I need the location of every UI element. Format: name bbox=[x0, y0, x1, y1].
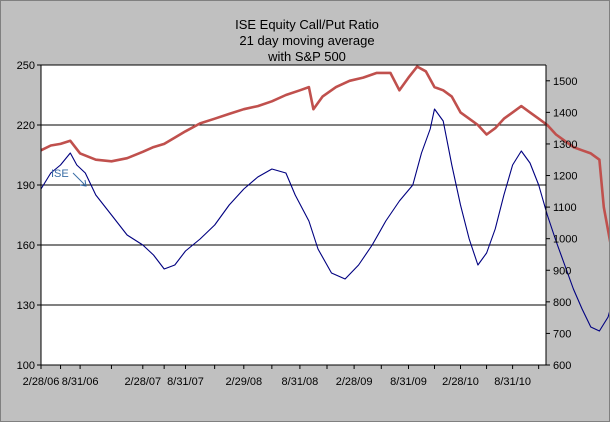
x-tick-label: 2/28/09 bbox=[336, 376, 373, 388]
title-line-2: 21 day moving average bbox=[239, 33, 374, 48]
x-tick-label: 2/28/06 bbox=[23, 376, 60, 388]
x-tick-label: 2/28/10 bbox=[442, 376, 479, 388]
series-lines bbox=[40, 65, 609, 332]
x-tick-label: 8/31/09 bbox=[390, 376, 427, 388]
x-tick-label: 2/29/08 bbox=[225, 376, 262, 388]
y-right-tick-label: 900 bbox=[553, 265, 571, 277]
chart-title: ISE Equity Call/Put Ratio 21 day moving … bbox=[235, 17, 379, 64]
plot-area bbox=[41, 65, 546, 365]
y-right-tick-label: 1100 bbox=[553, 202, 577, 214]
y-right-tick-label: 1300 bbox=[553, 139, 577, 151]
y-right-tick-label: 700 bbox=[553, 328, 571, 340]
title-line-3: with S&P 500 bbox=[267, 49, 346, 64]
axes: 100 130 160 190 220 250 600 700 800 900 1000 1100 12… bbox=[17, 60, 578, 388]
y-left-tick-label: 190 bbox=[17, 180, 35, 192]
y-right-tick-label: 1500 bbox=[553, 76, 577, 88]
sp500-line bbox=[40, 65, 609, 243]
annotation-arrow bbox=[72, 172, 86, 186]
gridlines bbox=[41, 64, 546, 306]
x-tick-label: 2/28/07 bbox=[124, 376, 161, 388]
y-right-tick-label: 1400 bbox=[553, 107, 577, 119]
y-left-tick-label: 220 bbox=[17, 120, 35, 132]
y-right-tick-label: 1000 bbox=[553, 234, 577, 246]
x-tick-label: 8/31/08 bbox=[282, 376, 319, 388]
y-left-tick-label: 160 bbox=[17, 240, 35, 252]
y-right-tick-label: 800 bbox=[553, 297, 571, 309]
x-tick-label: 8/31/06 bbox=[62, 376, 99, 388]
y-left-tick-label: 250 bbox=[17, 60, 35, 72]
y-left-tick-label: 100 bbox=[17, 360, 35, 372]
ise-annotation: ISE bbox=[51, 168, 87, 187]
ise-annotation-label: ISE bbox=[51, 168, 69, 180]
y-right-tick-label: 600 bbox=[553, 360, 571, 372]
y-left-tick-label: 130 bbox=[17, 300, 35, 312]
annotation-arrow-head bbox=[79, 179, 87, 187]
x-tick-label: 8/31/07 bbox=[167, 376, 204, 388]
x-tick-label: 8/31/10 bbox=[494, 376, 531, 388]
ise-ratio-line bbox=[40, 108, 609, 332]
title-line-1: ISE Equity Call/Put Ratio bbox=[235, 17, 379, 32]
y-right-tick-label: 1200 bbox=[553, 171, 577, 183]
